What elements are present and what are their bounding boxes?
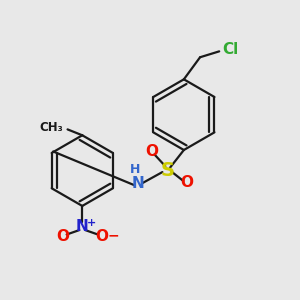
Text: −: − — [107, 228, 119, 242]
Text: +: + — [87, 218, 96, 228]
Text: O: O — [145, 144, 158, 159]
Text: CH₃: CH₃ — [39, 122, 63, 134]
Text: S: S — [161, 161, 175, 180]
Text: N: N — [132, 176, 145, 191]
Text: Cl: Cl — [223, 42, 239, 57]
Text: O: O — [57, 230, 70, 244]
Text: O: O — [95, 230, 108, 244]
Text: H: H — [130, 164, 140, 176]
Text: O: O — [180, 175, 193, 190]
Text: N: N — [76, 219, 89, 234]
